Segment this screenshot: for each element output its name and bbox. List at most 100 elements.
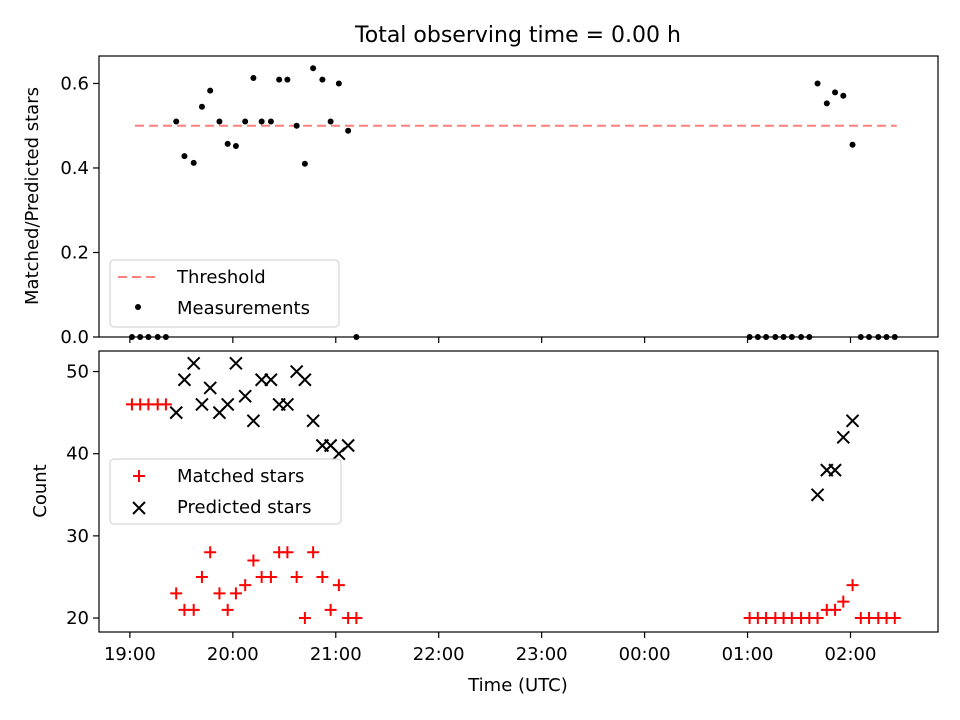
- matched-stars-point: [221, 603, 234, 616]
- predicted-stars-point: [306, 414, 320, 428]
- measurement-point: [232, 143, 239, 150]
- count-panel: 20 30 40 50 19:00 20:00 21:00 22:00 23:00 00:00 0…: [30, 350, 939, 696]
- matched-stars-point: [350, 612, 363, 625]
- legend-matched-swatch: [133, 470, 145, 482]
- matched-stars-point: [281, 546, 294, 559]
- matched-stars-point: [239, 579, 252, 592]
- matched-stars-point: [316, 570, 329, 583]
- legend-predicted-swatch: [132, 501, 146, 515]
- count-y-tick-label: 40: [66, 444, 89, 465]
- matched-stars-point: [247, 554, 260, 567]
- matched-stars-point: [837, 595, 850, 608]
- measurement-point: [250, 74, 257, 81]
- chart-title: Total observing time = 0.00 h: [354, 23, 681, 48]
- legend-matched-label: Matched stars: [177, 466, 304, 487]
- count-y-ticks: 20 30 40 50: [66, 362, 99, 629]
- matched-stars-point: [846, 579, 859, 592]
- measurement-point: [310, 65, 317, 72]
- matched-stars-point: [811, 612, 824, 625]
- measurement-point: [345, 127, 352, 134]
- count-y-tick-label: 20: [66, 608, 89, 629]
- count-legend: Matched stars Predicted stars: [109, 458, 342, 525]
- ratio-legend: Threshold Measurements: [109, 259, 340, 328]
- ratio-y-tick-label: 0.0: [60, 327, 89, 348]
- count-legend-box: [109, 458, 342, 525]
- measurement-point: [258, 118, 265, 125]
- measurement-point: [832, 89, 839, 96]
- measurement-point: [284, 76, 291, 83]
- measurement-point: [849, 141, 856, 148]
- matched-stars-point: [229, 587, 242, 600]
- predicted-stars-point: [845, 414, 860, 428]
- count-x-tick-label: 23:00: [516, 644, 568, 665]
- predicted-stars-point: [298, 373, 312, 387]
- count-x-tick-label: 22:00: [413, 644, 465, 665]
- matched-stars-point: [159, 398, 172, 411]
- predicted-stars-point: [810, 488, 825, 502]
- matched-stars-point: [187, 603, 200, 616]
- count-x-tick-label: 21:00: [310, 644, 362, 665]
- count-x-tick-label: 19:00: [104, 644, 156, 665]
- measurement-point: [301, 160, 308, 167]
- measurement-point: [224, 140, 231, 147]
- count-x-tick-label: 01:00: [722, 644, 774, 665]
- matched-stars-point: [264, 570, 277, 583]
- ratio-panel: Total observing time = 0.00 h 0.00.20.40…: [22, 23, 939, 348]
- ratio-y-axis-label: Matched/Predicted stars: [22, 87, 43, 305]
- predicted-stars-point: [220, 397, 235, 412]
- matched-stars-point: [290, 570, 303, 583]
- measurement-point: [181, 153, 188, 160]
- matched-stars-point: [170, 587, 183, 600]
- ratio-y-ticks: 0.0 0.2 0.4 0.6: [60, 73, 99, 348]
- matched-stars-point: [204, 546, 217, 559]
- matched-stars-point: [324, 603, 337, 616]
- measurement-point: [840, 92, 847, 99]
- predicted-stars-point: [229, 356, 243, 371]
- measurement-point: [823, 100, 830, 107]
- count-y-axis-label: Count: [30, 464, 51, 517]
- measurement-point: [267, 118, 274, 125]
- measurement-point: [207, 87, 214, 94]
- count-x-tick-label: 02:00: [825, 644, 877, 665]
- ratio-y-tick-label: 0.6: [60, 73, 89, 94]
- ratio-y-tick-label: 0.4: [60, 158, 89, 179]
- predicted-stars-point: [238, 389, 252, 403]
- matched-stars-point: [213, 587, 226, 600]
- matched-stars-point: [195, 570, 208, 583]
- predicted-stars-point: [341, 438, 355, 453]
- ratio-legend-box: [109, 259, 340, 328]
- matched-stars-point: [332, 579, 345, 592]
- ratio-axes-frame: [98, 55, 939, 338]
- matched-stars-point: [888, 612, 901, 625]
- measurement-point: [173, 118, 180, 125]
- count-x-tick-label: 20:00: [207, 644, 259, 665]
- predicted-stars-point: [836, 430, 850, 444]
- legend-predicted-label: Predicted stars: [177, 497, 311, 518]
- matched-stars-point: [307, 546, 320, 559]
- measurement-point: [216, 118, 223, 125]
- predicted-stars-point: [203, 381, 217, 395]
- legend-measurements-label: Measurements: [177, 298, 310, 319]
- measurement-point: [327, 118, 334, 125]
- predicted-stars-point: [246, 414, 261, 428]
- measurement-point: [335, 80, 342, 87]
- predicted-stars-point: [264, 373, 278, 387]
- predicted-stars-point: [195, 397, 209, 412]
- matched-stars-point: [298, 612, 311, 625]
- count-marks: [125, 356, 901, 625]
- measurement-point: [242, 118, 249, 125]
- measurement-point: [276, 76, 283, 83]
- x-axis-label: Time (UTC): [467, 675, 568, 696]
- measurement-point: [190, 159, 197, 166]
- measurement-point: [814, 80, 821, 87]
- predicted-stars-point: [280, 397, 295, 412]
- measurement-point: [319, 76, 326, 83]
- legend-measurements-swatch: [135, 304, 141, 310]
- legend-threshold-label: Threshold: [176, 267, 266, 288]
- predicted-stars-point: [187, 356, 201, 371]
- predicted-stars-point: [177, 373, 192, 387]
- predicted-stars-point: [169, 405, 183, 420]
- measurement-point: [198, 103, 205, 110]
